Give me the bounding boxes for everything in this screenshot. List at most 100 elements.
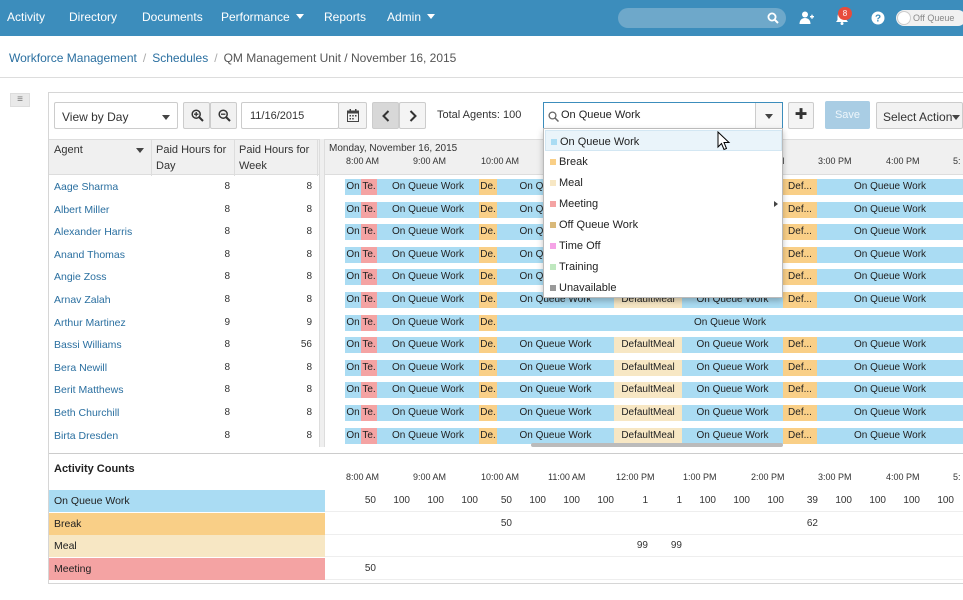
schedule-segment[interactable]: Def... xyxy=(783,405,817,421)
schedule-segment[interactable]: De. xyxy=(479,179,497,195)
schedule-segment[interactable]: On xyxy=(345,427,361,444)
schedule-segment[interactable]: De. xyxy=(479,382,497,399)
agent-name-link[interactable]: Arnav Zalah xyxy=(54,294,111,306)
schedule-segment[interactable]: On xyxy=(345,382,361,399)
schedule-segment[interactable]: On Queue Work xyxy=(497,359,614,376)
schedule-segment[interactable]: On Queue Work xyxy=(377,269,479,286)
schedule-segment[interactable]: De. xyxy=(479,405,497,421)
schedule-segment[interactable]: On Queue Work xyxy=(377,382,479,399)
activity-select-toggle[interactable] xyxy=(755,103,782,128)
breadcrumb-schedules[interactable]: Schedules xyxy=(152,51,209,65)
dropdown-item-time-off[interactable]: Time Off xyxy=(545,235,782,256)
schedule-segment[interactable]: De. xyxy=(479,427,497,444)
schedule-segment[interactable]: Def... xyxy=(783,179,817,195)
schedule-segment[interactable]: DefaultMeal xyxy=(614,382,682,399)
schedule-segment[interactable]: On Queue Work xyxy=(817,179,963,195)
schedule-segment[interactable]: On Queue Work xyxy=(682,337,783,354)
dropdown-item-meal[interactable]: Meal xyxy=(545,172,782,193)
schedule-segment[interactable]: Te. xyxy=(361,337,377,354)
dropdown-item-meeting[interactable]: Meeting xyxy=(545,193,782,214)
schedule-segment[interactable]: Te. xyxy=(361,179,377,195)
table-row[interactable]: Bassi Williams 8 56 On Te. On Queue Work De. On… xyxy=(49,334,963,356)
schedule-segment[interactable]: Te. xyxy=(361,201,377,218)
nav-admin[interactable]: Admin xyxy=(387,10,436,24)
schedule-segment[interactable]: On Queue Work xyxy=(817,337,963,354)
schedule-segment[interactable]: On Queue Work xyxy=(682,382,783,399)
schedule-segment[interactable]: On xyxy=(345,337,361,354)
table-row[interactable]: Beth Churchill 8 8 On Te. On Queue Work De. On … xyxy=(49,402,963,424)
schedule-segment[interactable]: On Queue Work xyxy=(377,427,479,444)
schedule-segment[interactable]: Def... xyxy=(783,337,817,354)
agent-name-link[interactable]: Berit Matthews xyxy=(54,384,124,397)
select-action-button[interactable]: Select Action xyxy=(876,102,963,129)
schedule-segment[interactable]: On Queue Work xyxy=(377,314,479,331)
save-button[interactable]: Save xyxy=(825,101,870,129)
table-row[interactable]: Alexander Harris 8 8 On Te. On Queue Work De. O… xyxy=(49,221,963,243)
schedule-segment[interactable]: Def... xyxy=(783,359,817,376)
zoom-in-button[interactable] xyxy=(183,102,210,129)
date-input[interactable]: 11/16/2015 xyxy=(241,102,339,129)
schedule-segment[interactable]: On xyxy=(345,201,361,218)
schedule-segment[interactable]: On xyxy=(345,179,361,195)
table-row[interactable]: Birta Dresden 8 8 On Te. On Queue Work De. On Q… xyxy=(49,425,963,447)
schedule-segment[interactable]: Te. xyxy=(361,292,377,308)
schedule-segment[interactable]: De. xyxy=(479,359,497,376)
activity-select[interactable]: On Queue Work xyxy=(543,102,783,129)
previous-day-button[interactable] xyxy=(372,102,399,129)
schedule-segment[interactable]: On Queue Work xyxy=(497,382,614,399)
schedule-segment[interactable]: On Queue Work xyxy=(682,427,783,444)
table-row[interactable]: Berit Matthews 8 8 On Te. On Queue Work De. On … xyxy=(49,379,963,401)
schedule-segment[interactable]: Te. xyxy=(361,314,377,331)
schedule-segment[interactable]: On xyxy=(345,405,361,421)
dropdown-item-break[interactable]: Break xyxy=(545,151,782,172)
dropdown-item-off-queue-work[interactable]: Off Queue Work xyxy=(545,214,782,235)
nav-directory[interactable]: Directory xyxy=(69,10,118,24)
menu-toggle-icon[interactable]: ≡ xyxy=(10,93,30,107)
schedule-segment[interactable]: Def... xyxy=(783,224,817,241)
schedule-segment[interactable]: Def... xyxy=(783,201,817,218)
schedule-segment[interactable]: On Queue Work xyxy=(817,382,963,399)
schedule-segment[interactable]: On xyxy=(345,224,361,241)
next-day-button[interactable] xyxy=(399,102,426,129)
sort-caret-icon[interactable] xyxy=(136,148,144,153)
schedule-segment[interactable]: Def... xyxy=(783,382,817,399)
schedule-segment[interactable]: On Queue Work xyxy=(817,224,963,241)
nav-documents[interactable]: Documents xyxy=(142,10,203,24)
schedule-segment[interactable]: On Queue Work xyxy=(497,314,963,331)
schedule-segment[interactable]: On Queue Work xyxy=(817,405,963,421)
search-input[interactable] xyxy=(618,8,786,28)
schedule-segment[interactable]: DefaultMeal xyxy=(614,427,682,444)
agent-name-link[interactable]: Bassi Williams xyxy=(54,339,122,352)
agent-name-link[interactable]: Angie Zoss xyxy=(54,271,107,284)
schedule-segment[interactable]: DefaultMeal xyxy=(614,405,682,421)
schedule-segment[interactable]: On Queue Work xyxy=(377,337,479,354)
table-row[interactable]: Arthur Martinez 9 9 On Te. On Queue Work De. On… xyxy=(49,312,963,334)
schedule-segment[interactable]: De. xyxy=(479,224,497,241)
schedule-segment[interactable]: On Queue Work xyxy=(817,246,963,263)
agent-name-link[interactable]: Aage Sharma xyxy=(54,181,119,193)
view-select[interactable]: View by Day xyxy=(54,102,178,129)
schedule-segment[interactable]: On xyxy=(345,246,361,263)
schedule-segment[interactable]: DefaultMeal xyxy=(614,337,682,354)
schedule-segment[interactable]: On Queue Work xyxy=(377,292,479,308)
schedule-segment[interactable]: On Queue Work xyxy=(497,337,614,354)
schedule-segment[interactable]: On Queue Work xyxy=(817,201,963,218)
schedule-segment[interactable]: On Queue Work xyxy=(497,427,614,444)
schedule-segment[interactable]: De. xyxy=(479,337,497,354)
schedule-segment[interactable]: On Queue Work xyxy=(497,405,614,421)
help-icon[interactable]: ? xyxy=(871,11,885,25)
zoom-out-button[interactable] xyxy=(210,102,237,129)
schedule-segment[interactable]: Def... xyxy=(783,269,817,286)
schedule-segment[interactable]: On Queue Work xyxy=(377,179,479,195)
agent-name-link[interactable]: Anand Thomas xyxy=(54,248,126,261)
schedule-segment[interactable]: DefaultMeal xyxy=(614,359,682,376)
queue-status-toggle[interactable]: Off Queue xyxy=(896,10,963,26)
schedule-segment[interactable]: On xyxy=(345,292,361,308)
dropdown-item-on-queue-work[interactable]: On Queue Work xyxy=(545,130,782,151)
calendar-button[interactable] xyxy=(338,102,367,129)
schedule-segment[interactable]: Te. xyxy=(361,359,377,376)
schedule-segment[interactable]: De. xyxy=(479,246,497,263)
schedule-segment[interactable]: Te. xyxy=(361,224,377,241)
